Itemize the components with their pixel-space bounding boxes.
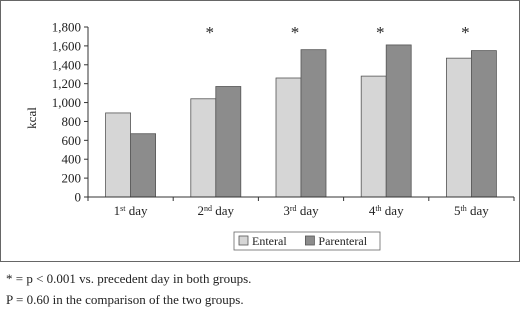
legend-swatch-parenteral (304, 235, 315, 246)
bar-enteral-5 (445, 57, 472, 198)
y-tick-label: 1,800 (52, 20, 81, 35)
x-tick-label: 2nd day (198, 203, 235, 218)
legend-label-enteral: Enteral (252, 234, 287, 248)
x-axis: 1st day 2nd day 3rd day 4th day 5th day (87, 196, 515, 218)
footnotes: * = p < 0.001 vs. precedent day in both … (6, 268, 251, 310)
legend: Enteral Parenteral (233, 231, 381, 251)
bar-parenteral-2 (215, 86, 242, 198)
y-tick-label: 400 (62, 152, 82, 167)
bar-enteral-4 (360, 75, 387, 198)
y-axis-label: kcal (24, 107, 39, 129)
bar-enteral-2 (190, 98, 217, 198)
bar-enteral-1 (105, 112, 131, 198)
x-tick-label: 1st day (114, 203, 148, 218)
footnote-significance: * = p < 0.001 vs. precedent day in both … (6, 271, 252, 286)
x-tick-label: 3rd day (283, 203, 319, 218)
y-tick-label: 800 (62, 114, 82, 129)
significance-asterisk: * (206, 23, 215, 42)
bar-parenteral-4 (385, 44, 412, 198)
y-tick-label: 1,600 (52, 38, 81, 53)
y-axis: 0 200 400 600 800 1,000 1,200 1,400 1,600 1,800 (52, 20, 89, 205)
y-tick-label: 200 (62, 171, 82, 186)
significance-asterisk: * (291, 23, 300, 42)
x-tick-label: 5th day (454, 203, 489, 218)
significance-annotations: * * * * (206, 23, 470, 42)
y-tick-label: 1,400 (52, 57, 81, 72)
footnote-comparison: P = 0.60 in the comparison of the two gr… (6, 292, 244, 307)
bar-enteral-3 (275, 77, 302, 198)
y-tick-label: 1,000 (52, 95, 81, 110)
bars (105, 44, 497, 198)
significance-asterisk: * (461, 23, 470, 42)
legend-label-parenteral: Parenteral (318, 234, 367, 248)
bar-parenteral-5 (470, 50, 497, 198)
y-tick-label: 600 (62, 133, 82, 148)
bar-chart: kcal 0 200 400 600 800 1,000 1,200 1,400 1,600 1,… (0, 0, 520, 262)
bar-parenteral-1 (130, 133, 157, 198)
y-tick-label: 1,200 (52, 76, 81, 91)
y-tick-label: 0 (75, 190, 82, 205)
bar-parenteral-3 (300, 49, 327, 198)
legend-swatch-enteral (238, 235, 249, 246)
significance-asterisk: * (376, 23, 385, 42)
x-tick-label: 4th day (369, 203, 404, 218)
